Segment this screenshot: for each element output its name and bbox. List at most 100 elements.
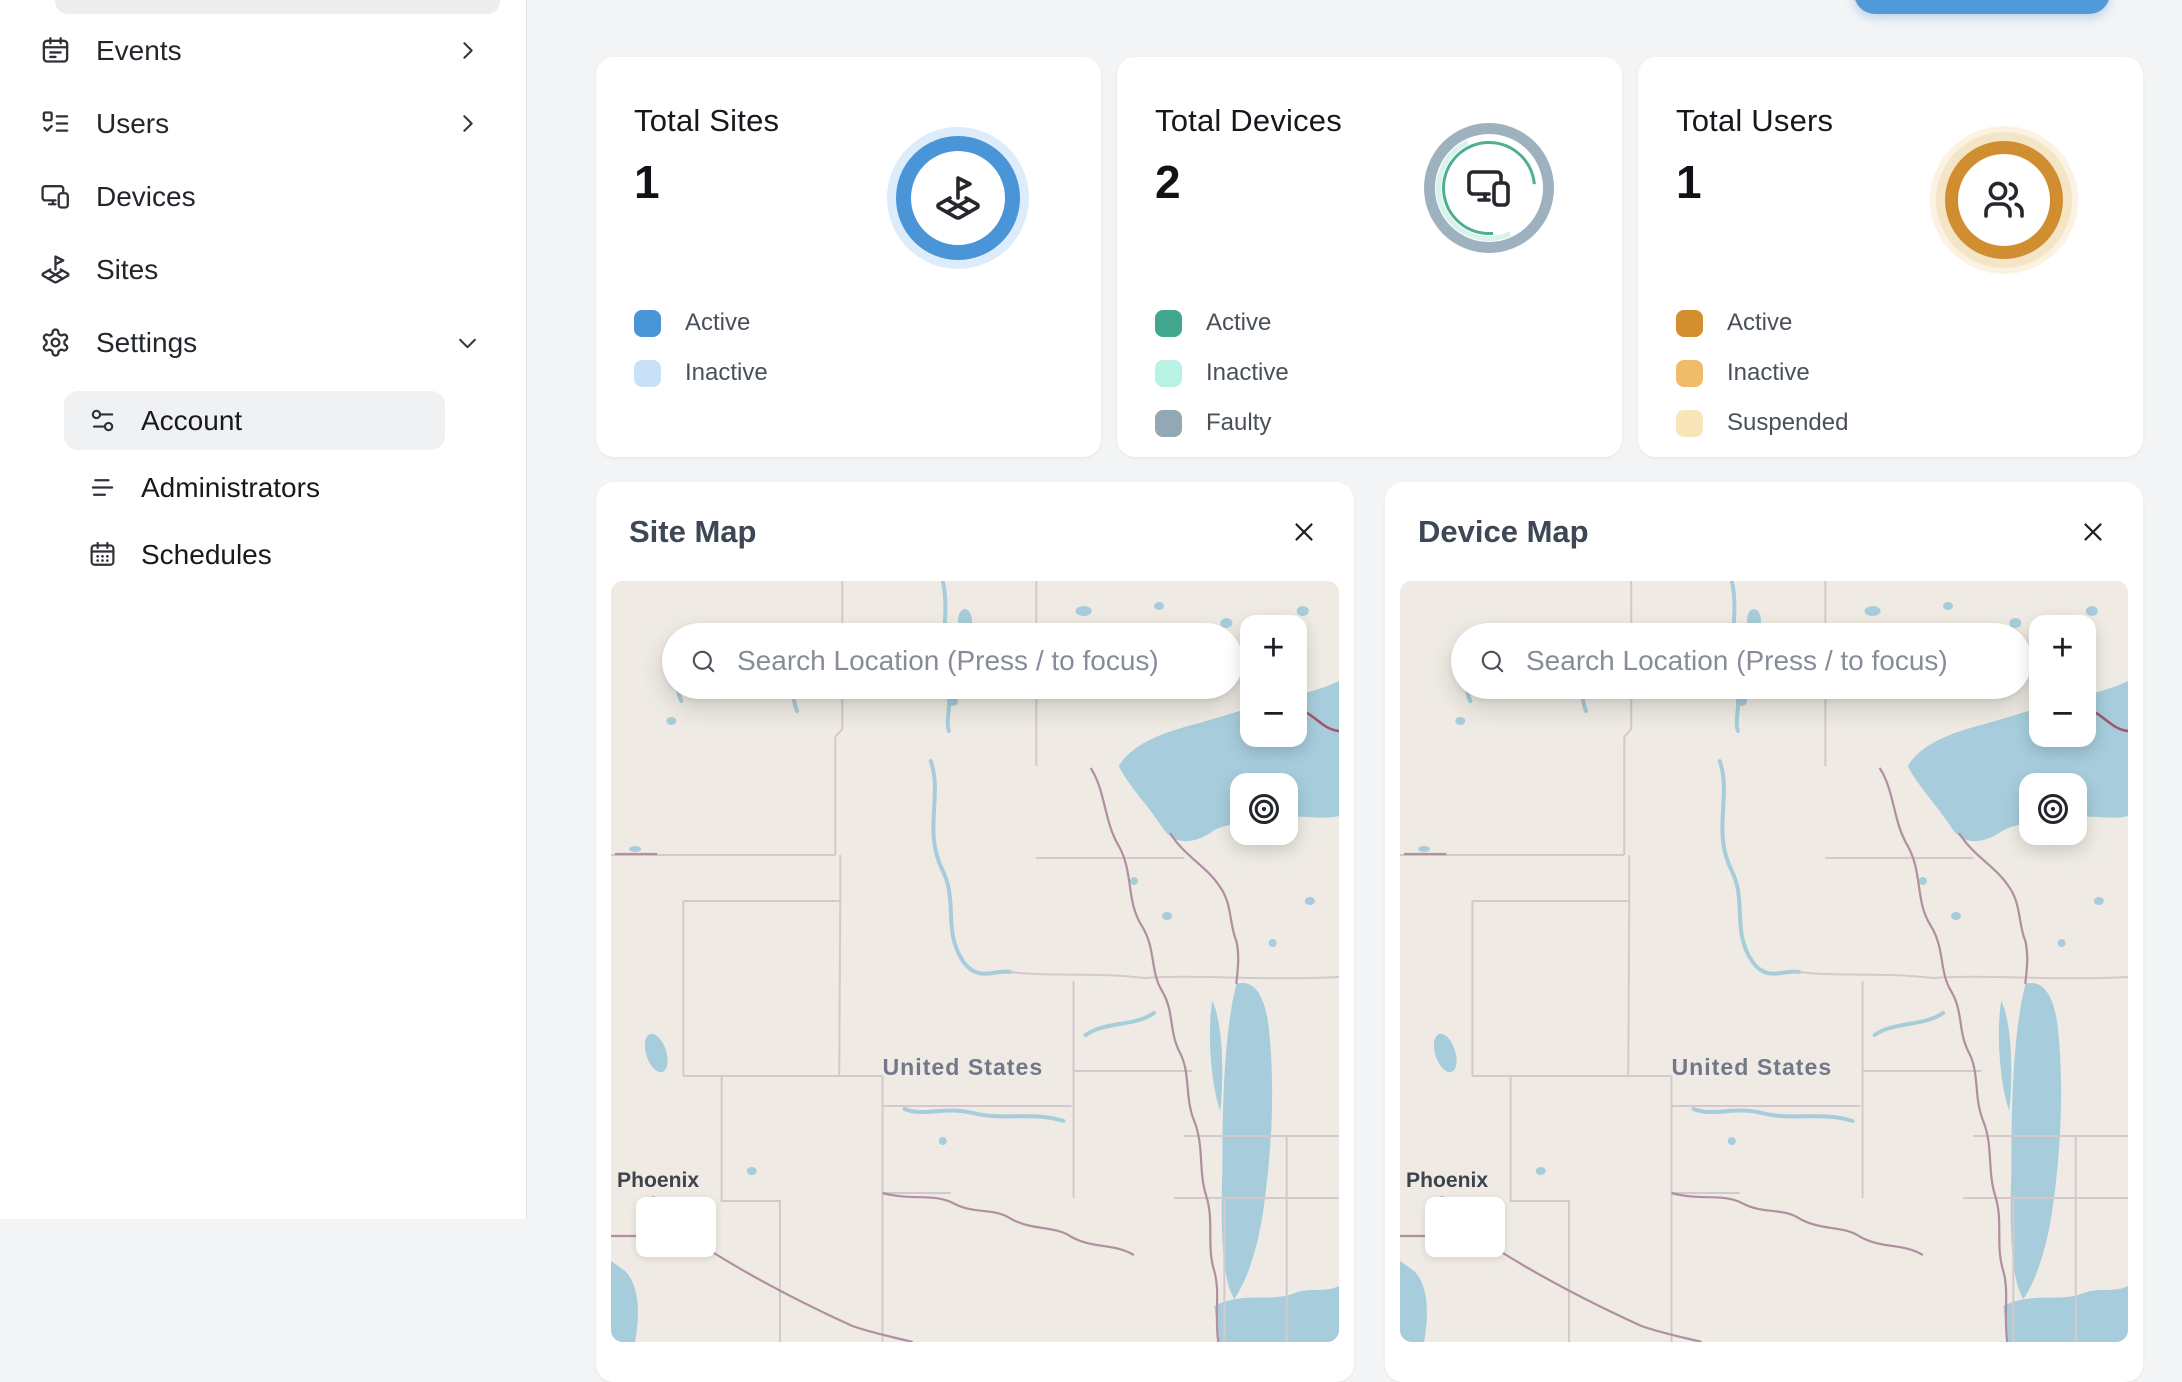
legend-swatch (1676, 360, 1703, 387)
legend-item: Active (1676, 309, 1848, 337)
sidebar-item-devices[interactable]: Devices (0, 160, 526, 233)
search-location-input[interactable] (1526, 645, 2004, 677)
sidebar-item-label: Events (96, 35, 182, 67)
sidebar-item-users[interactable]: Users (0, 87, 526, 160)
map-card-header: Site Map (611, 482, 1339, 581)
sidebar-item-partial-highlight[interactable] (55, 0, 500, 14)
total-devices-card: Total Devices 2 Active Inactive Faulty (1117, 57, 1622, 457)
card-value: 1 (1676, 155, 2143, 209)
chevron-right-icon (455, 38, 480, 63)
card-title: Total Users (1676, 103, 2143, 139)
map-country-label: United States (882, 1054, 1043, 1080)
target-icon (1246, 791, 1282, 827)
zoom-out-button[interactable]: − (2029, 681, 2096, 747)
maps-row: Site Map (596, 482, 2143, 1382)
legend-item: Suspended (1676, 409, 1848, 437)
sidebar-item-label: Account (141, 405, 242, 437)
sidebar-item-label: Schedules (141, 539, 272, 571)
card-title: Total Devices (1155, 103, 1622, 139)
main-content: Total Sites 1 Active Inactive Total Devi… (528, 0, 2182, 1219)
legend-item: Active (634, 309, 768, 337)
legend-item: Inactive (1155, 359, 1289, 387)
primary-action-button[interactable] (1854, 0, 2110, 14)
devices-icon (40, 181, 71, 212)
calendar-days-icon (88, 540, 117, 569)
zoom-out-button[interactable]: − (1240, 681, 1307, 747)
search-location-input[interactable] (737, 645, 1215, 677)
search-icon (1478, 647, 1507, 676)
sidebar-item-label: Settings (96, 327, 197, 359)
legend: Active Inactive Suspended (1676, 309, 1848, 459)
legend-item: Inactive (1676, 359, 1848, 387)
map-country-label: United States (1671, 1054, 1832, 1080)
close-icon[interactable] (1289, 514, 1325, 550)
stats-row: Total Sites 1 Active Inactive Total Devi… (596, 57, 2143, 457)
sidebar: Events Users Devices Sites (0, 0, 527, 1219)
chevron-down-icon (455, 330, 480, 355)
map-attribution-box (1425, 1197, 1505, 1257)
legend-swatch (1155, 310, 1182, 337)
total-sites-card: Total Sites 1 Active Inactive (596, 57, 1101, 457)
sidebar-nav: Events Users Devices Sites (0, 14, 526, 592)
card-value: 1 (634, 155, 1101, 209)
recenter-button[interactable] (2019, 773, 2087, 845)
legend-item: Active (1155, 309, 1289, 337)
legend: Active Inactive Faulty (1155, 309, 1289, 459)
map-search (1451, 623, 2032, 699)
map-city-label: Phoenix (617, 1169, 699, 1192)
sidebar-item-account[interactable]: Account (64, 391, 445, 450)
sliders-icon (88, 406, 117, 435)
legend-swatch (1676, 410, 1703, 437)
legend: Active Inactive (634, 309, 768, 409)
sidebar-item-administrators[interactable]: Administrators (64, 458, 445, 517)
legend-item: Faulty (1155, 409, 1289, 437)
sidebar-item-label: Devices (96, 181, 196, 213)
zoom-in-button[interactable]: + (1240, 615, 1307, 681)
sidebar-item-events[interactable]: Events (0, 14, 526, 87)
recenter-button[interactable] (1230, 773, 1298, 845)
legend-swatch (1155, 410, 1182, 437)
target-icon (2035, 791, 2071, 827)
map-title: Device Map (1418, 514, 1589, 550)
sidebar-item-label: Sites (96, 254, 158, 286)
search-icon (689, 647, 718, 676)
device-map-canvas[interactable]: United States Phoenix + − (1400, 581, 2128, 1342)
sites-status-donut (896, 136, 1020, 260)
users-status-donut (1945, 141, 2063, 259)
site-plot-icon (40, 254, 71, 285)
site-map-canvas[interactable]: United States Phoenix + − (611, 581, 1339, 1342)
map-attribution-box (636, 1197, 716, 1257)
gear-icon (40, 327, 71, 358)
list-todo-icon (40, 108, 71, 139)
sidebar-item-label: Users (96, 108, 169, 140)
zoom-in-button[interactable]: + (2029, 615, 2096, 681)
site-plot-icon (934, 174, 982, 222)
site-map-card: Site Map (596, 482, 1354, 1382)
total-users-card: Total Users 1 Active Inactive Suspended (1638, 57, 2143, 457)
legend-item: Inactive (634, 359, 768, 387)
legend-swatch (1155, 360, 1182, 387)
sidebar-item-label: Administrators (141, 472, 320, 504)
map-zoom-control: + − (1240, 615, 1307, 747)
legend-swatch (634, 310, 661, 337)
map-title: Site Map (629, 514, 756, 550)
map-zoom-control: + − (2029, 615, 2096, 747)
devices-status-donut (1424, 123, 1554, 253)
legend-swatch (634, 360, 661, 387)
devices-icon (1465, 164, 1513, 212)
calendar-icon (40, 35, 71, 66)
map-card-header: Device Map (1400, 482, 2128, 581)
legend-swatch (1676, 310, 1703, 337)
users-icon (1980, 176, 2028, 224)
settings-submenu: Account Administrators Schedules (64, 391, 445, 584)
device-map-card: Device Map United States Phoenix + (1385, 482, 2143, 1382)
sidebar-item-sites[interactable]: Sites (0, 233, 526, 306)
sidebar-item-schedules[interactable]: Schedules (64, 525, 445, 584)
map-search (662, 623, 1243, 699)
sidebar-item-settings[interactable]: Settings (0, 306, 526, 379)
card-title: Total Sites (634, 103, 1101, 139)
chevron-right-icon (455, 111, 480, 136)
text-lines-icon (88, 473, 117, 502)
map-city-label: Phoenix (1406, 1169, 1488, 1192)
close-icon[interactable] (2078, 514, 2114, 550)
